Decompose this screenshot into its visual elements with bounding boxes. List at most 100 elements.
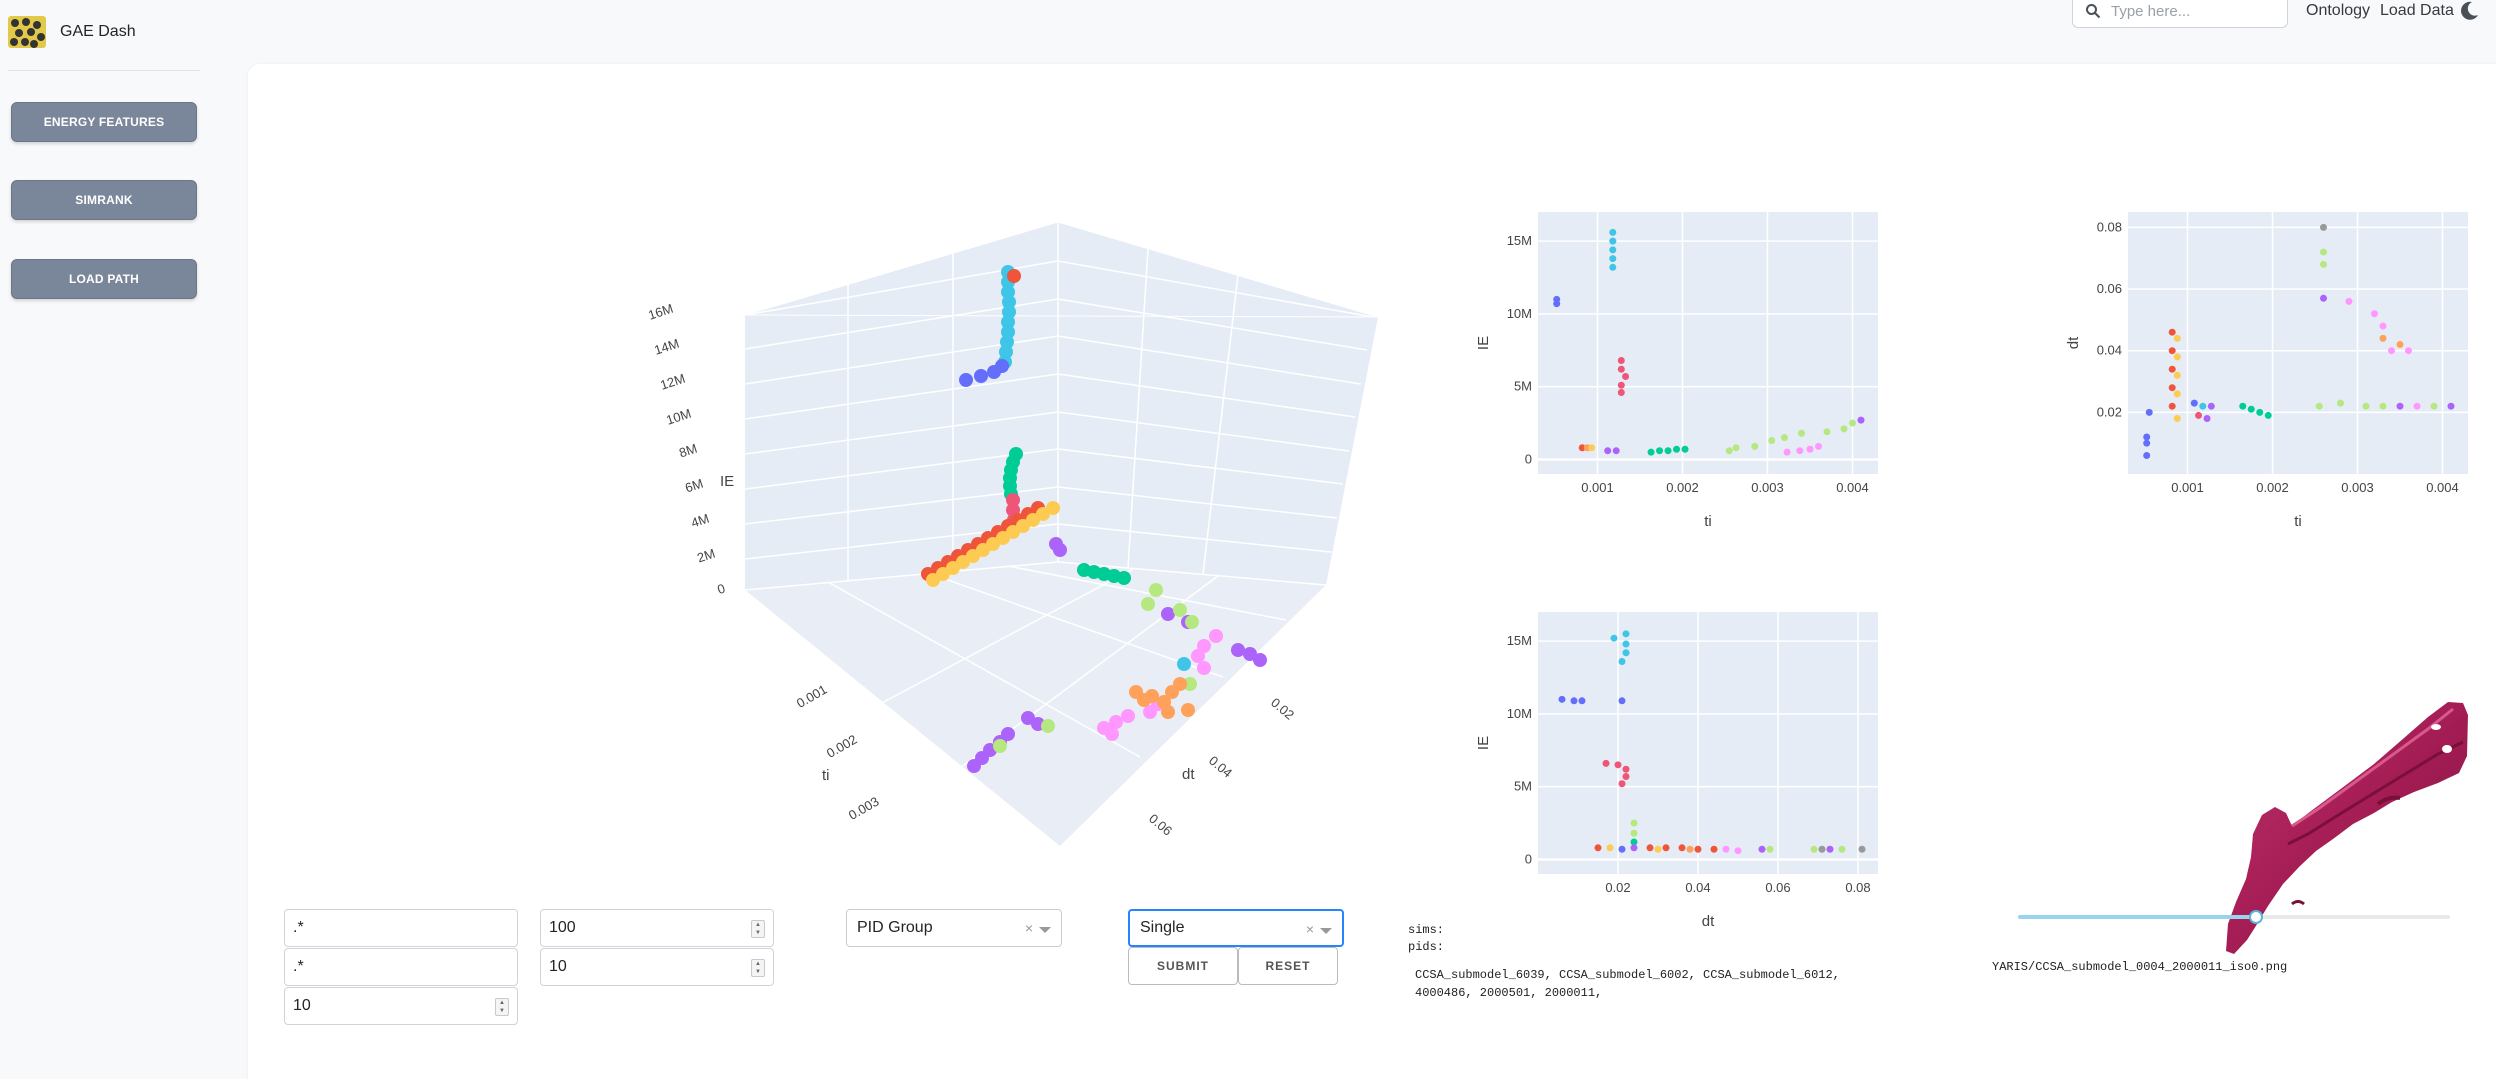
brand[interactable]: GAE Dash	[8, 16, 136, 48]
regex-input-1[interactable]: .*	[284, 909, 518, 947]
data-point	[1618, 845, 1626, 853]
data-point-3d	[1231, 643, 1245, 657]
data-point	[1857, 416, 1865, 424]
chevron-down-icon[interactable]	[1039, 927, 1051, 933]
data-point	[1725, 447, 1733, 455]
y-axis-title: dt	[1182, 766, 1195, 783]
nav-link-load-data[interactable]: Load Data	[2380, 2, 2454, 19]
number-input-a[interactable]: 100 ▲ ▼	[540, 909, 774, 947]
image-caption: YARIS/CCSA_submodel_0004_2000011_iso0.pn…	[1992, 960, 2288, 974]
data-point	[1588, 444, 1596, 452]
data-point	[2173, 334, 2181, 342]
chevron-down-icon[interactable]	[1320, 928, 1332, 934]
data-point	[2173, 390, 2181, 398]
data-point	[1758, 845, 1766, 853]
x-tick-label: 0.001	[1581, 480, 1614, 495]
data-point-3d	[1007, 269, 1021, 283]
data-point	[2143, 439, 2151, 447]
z-tick-label: 12M	[658, 371, 687, 393]
data-point	[1617, 381, 1625, 389]
search-box[interactable]	[2072, 0, 2288, 28]
scatter-ie-vs-dt[interactable]: 0.02 0.04 0.06 0.08 0 5M 10M 15M dt IE	[1428, 534, 2048, 934]
nav-link-ontology[interactable]: Ontology	[2306, 2, 2371, 19]
data-point-3d	[1006, 493, 1020, 507]
group-dropdown[interactable]: PID Group ×	[846, 909, 1062, 947]
data-point	[2447, 402, 2455, 410]
data-point	[1609, 228, 1617, 236]
data-point	[1678, 844, 1686, 852]
sidebar-item-load-path[interactable]: LOAD PATH	[11, 259, 197, 299]
z-tick-label: 16M	[646, 301, 675, 323]
y-tick-label: 10M	[1507, 706, 1532, 721]
x-tick-label: 0.08	[1845, 880, 1870, 895]
mode-dropdown[interactable]: Single ×	[1128, 909, 1344, 947]
data-point-3d	[974, 369, 988, 383]
number-input-b[interactable]: 10 ▲ ▼	[540, 948, 774, 986]
submit-button[interactable]: SUBMIT	[1128, 947, 1238, 985]
data-point	[1630, 829, 1638, 837]
data-point-3d	[1209, 629, 1223, 643]
data-point	[1815, 442, 1822, 450]
data-point-3d	[1161, 705, 1175, 719]
z-tick-label: 2M	[695, 546, 717, 566]
scatter-dt-vs-ti[interactable]: 0.001 0.002 0.003 0.004 0.02 0.04 0.06 0.08 ti dt	[2018, 134, 2496, 534]
data-point-3d	[1183, 677, 1197, 691]
number-input-c[interactable]: 10 ▲ ▼	[284, 987, 518, 1025]
data-point	[1766, 845, 1774, 853]
z-tick-label: 0	[715, 581, 727, 598]
plot-3d[interactable]: 0 2M 4M 6M 8M 10M 12M 14M 16M 0.001 0.002 0.003 0.02…	[428, 144, 1378, 884]
data-point-3d	[959, 373, 973, 387]
data-point	[2345, 297, 2353, 305]
data-point	[2337, 399, 2344, 407]
pids-list: 4000486, 2000501, 2000011,	[1415, 986, 1603, 1000]
x-tick-label: 0.002	[824, 732, 860, 761]
data-point	[2379, 322, 2387, 330]
sidebar-item-energy-features[interactable]: ENERGY FEATURES	[11, 102, 197, 142]
y-tick-label: 0	[1525, 451, 1532, 466]
data-point	[1618, 657, 1626, 665]
data-point	[2405, 347, 2412, 355]
spinner-c[interactable]: ▲ ▼	[495, 998, 509, 1016]
image-slider[interactable]	[2018, 910, 2450, 924]
data-point	[2320, 223, 2327, 231]
data-point	[2379, 334, 2387, 342]
floor	[745, 562, 1326, 846]
data-point	[1686, 845, 1694, 853]
moon-icon[interactable]	[2458, 0, 2480, 22]
z-tick-label: 4M	[689, 511, 711, 531]
z-tick-label: 6M	[683, 476, 705, 496]
group-dropdown-value: PID Group	[857, 919, 933, 936]
data-point	[1806, 445, 1814, 453]
data-point-3d	[1001, 315, 1015, 329]
slider-fill	[2018, 915, 2256, 919]
data-point	[1826, 845, 1834, 853]
clear-icon[interactable]: ×	[1024, 920, 1033, 936]
slider-handle[interactable]	[2248, 910, 2263, 924]
data-point-3d	[1053, 543, 1067, 557]
data-point-3d	[1145, 689, 1159, 703]
data-point	[1618, 697, 1626, 705]
data-point	[1840, 425, 1848, 433]
data-point	[1768, 437, 1776, 445]
search-input[interactable]	[2111, 2, 2271, 20]
3d-axis-ticks: 0 2M 4M 6M 8M 10M 12M 14M 16M 0.001 0.002 0.003 0.02…	[646, 301, 1297, 839]
regex-input-2[interactable]: .*	[284, 948, 518, 986]
data-point	[2430, 402, 2438, 410]
x-tick-label: 0.002	[1666, 480, 1699, 495]
clear-icon[interactable]: ×	[1305, 921, 1314, 937]
data-point	[1798, 429, 1805, 437]
z-axis-title: IE	[720, 473, 734, 490]
data-point	[2168, 384, 2176, 392]
data-point	[1647, 448, 1655, 456]
scatter-ie-vs-ti[interactable]: 0.001 0.002 0.003 0.004 0 5M 10M 15M ti IE	[1428, 134, 2048, 534]
data-point	[1622, 372, 1630, 380]
data-point	[1609, 263, 1617, 271]
data-point	[1558, 695, 1566, 703]
data-point	[1630, 844, 1638, 852]
spinner-b[interactable]: ▲ ▼	[751, 959, 765, 977]
reset-button[interactable]: RESET	[1238, 947, 1338, 985]
sidebar-item-simrank[interactable]: SIMRANK	[11, 180, 197, 220]
data-point	[1732, 444, 1740, 452]
data-point	[1617, 388, 1625, 396]
spinner-a[interactable]: ▲ ▼	[751, 920, 765, 938]
